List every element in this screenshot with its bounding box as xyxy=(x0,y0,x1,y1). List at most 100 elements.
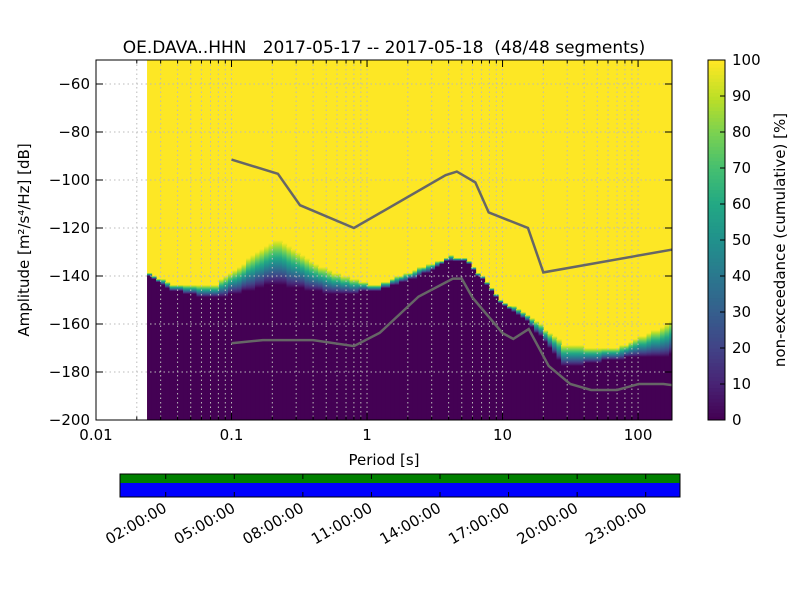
heatmap-floor-column xyxy=(579,366,585,420)
heatmap-transition-column xyxy=(552,336,558,354)
heatmap-floor-column xyxy=(268,285,274,420)
heatmap-transition-column xyxy=(192,285,198,294)
colorbar-band xyxy=(708,229,725,234)
heatmap-floor-column xyxy=(313,291,319,420)
heatmap-floor-column xyxy=(534,333,540,420)
heatmap-transition-column xyxy=(430,264,436,270)
heatmap-transition-column xyxy=(304,258,310,291)
x-tick-label: 0.01 xyxy=(79,426,112,444)
colorbar-band xyxy=(708,124,725,129)
heatmap-transition-column xyxy=(417,267,423,276)
colorbar-band xyxy=(708,402,725,407)
heatmap-floor-column xyxy=(223,297,229,420)
colorbar-band xyxy=(708,121,725,126)
heatmap-floor-column xyxy=(489,291,495,420)
colorbar-band xyxy=(708,218,725,223)
heatmap-transition-column xyxy=(309,261,315,291)
heatmap-transition-column xyxy=(232,270,238,294)
heatmap-transition-column xyxy=(475,273,481,276)
colorbar-band xyxy=(708,247,725,252)
y-axis-label: Amplitude [m²/s⁴/Hz] [dB] xyxy=(15,143,33,336)
colorbar-band xyxy=(708,196,725,201)
colorbar-band xyxy=(708,297,725,302)
heatmap-floor-column xyxy=(295,288,301,420)
timeline-tick-label: 05:00:00 xyxy=(171,499,238,548)
heatmap-transition-column xyxy=(628,342,634,357)
heatmap-transition-column xyxy=(583,348,589,363)
heatmap-floor-column xyxy=(286,288,292,420)
heatmap-floor-column xyxy=(147,276,153,420)
heatmap-floor-column xyxy=(345,294,351,420)
heatmap-transition-column xyxy=(556,339,562,360)
heatmap-floor-column xyxy=(444,261,450,420)
y-tick-label: −200 xyxy=(49,411,90,429)
heatmap-transition-column xyxy=(183,285,189,294)
heatmap-transition-column xyxy=(210,285,216,297)
heatmap-transition-column xyxy=(214,285,220,297)
heatmap-transition-column xyxy=(196,285,202,297)
colorbar-band xyxy=(708,214,725,219)
colorbar-band xyxy=(708,240,725,245)
colorbar-band xyxy=(708,182,725,187)
heatmap-floor-column xyxy=(592,363,598,420)
heatmap-transition-column xyxy=(156,279,162,282)
heatmap-transition-column xyxy=(516,309,522,315)
y-tick-label: −100 xyxy=(49,171,90,189)
heatmap-floor-column xyxy=(417,276,423,420)
heatmap-floor-column xyxy=(394,285,400,420)
y-tick-label: −120 xyxy=(49,219,90,237)
heatmap-transition-column xyxy=(255,252,261,288)
heatmap-floor-column xyxy=(646,357,652,420)
heatmap-floor-column xyxy=(174,291,180,420)
heatmap-transition-column xyxy=(385,282,391,288)
x-tick-label: 1 xyxy=(362,426,372,444)
timeline-tick-label: 02:00:00 xyxy=(102,499,169,548)
colorbar-band xyxy=(708,398,725,403)
heatmap-floor-column xyxy=(228,294,234,420)
heatmap-floor-column xyxy=(588,363,594,420)
heatmap-transition-column xyxy=(601,348,607,360)
colorbar-band xyxy=(708,330,725,335)
colorbar-band xyxy=(708,380,725,385)
timeline-coverage-bar xyxy=(120,474,680,483)
heatmap-transition-column xyxy=(637,336,643,357)
timeline-tick-label: 20:00:00 xyxy=(514,499,581,548)
colorbar-band xyxy=(708,63,725,68)
heatmap-transition-column xyxy=(277,240,283,285)
heatmap-floor-column xyxy=(309,291,315,420)
colorbar-band xyxy=(708,283,725,288)
heatmap-floor-column xyxy=(426,273,432,420)
colorbar-label: non-exceedance (cumulative) [%] xyxy=(771,113,789,367)
timeline-tick-label: 11:00:00 xyxy=(308,499,375,548)
psd-heatmap xyxy=(147,60,672,420)
colorbar-band xyxy=(708,106,725,111)
heatmap-transition-column xyxy=(408,273,414,279)
heatmap-floor-column xyxy=(214,297,220,420)
heatmap-transition-column xyxy=(435,261,441,267)
colorbar-band xyxy=(708,175,725,180)
colorbar-band xyxy=(708,366,725,371)
colorbar-band xyxy=(708,268,725,273)
colorbar-tick-label: 40 xyxy=(732,267,751,285)
x-axis-label: Period [s] xyxy=(348,451,419,469)
heatmap-transition-column xyxy=(529,318,535,327)
colorbar-band xyxy=(708,168,725,173)
heatmap-transition-column xyxy=(484,282,490,285)
heatmap-floor-column xyxy=(669,354,672,420)
heatmap-floor-column xyxy=(642,357,648,420)
heatmap-floor-column xyxy=(412,279,418,420)
colorbar-band xyxy=(708,250,725,255)
colorbar-band xyxy=(708,243,725,248)
heatmap-floor-column xyxy=(561,366,567,420)
heatmap-floor-column xyxy=(435,267,441,420)
heatmap-transition-column xyxy=(403,273,409,282)
colorbar-tick-label: 30 xyxy=(732,303,751,321)
heatmap-floor-column xyxy=(448,261,454,420)
colorbar-tick-label: 100 xyxy=(732,51,761,69)
colorbar-band xyxy=(708,369,725,374)
heatmap-transition-column xyxy=(363,282,369,291)
heatmap-transition-column xyxy=(489,288,495,291)
heatmap-transition-column xyxy=(331,273,337,294)
heatmap-transition-column xyxy=(462,258,468,261)
